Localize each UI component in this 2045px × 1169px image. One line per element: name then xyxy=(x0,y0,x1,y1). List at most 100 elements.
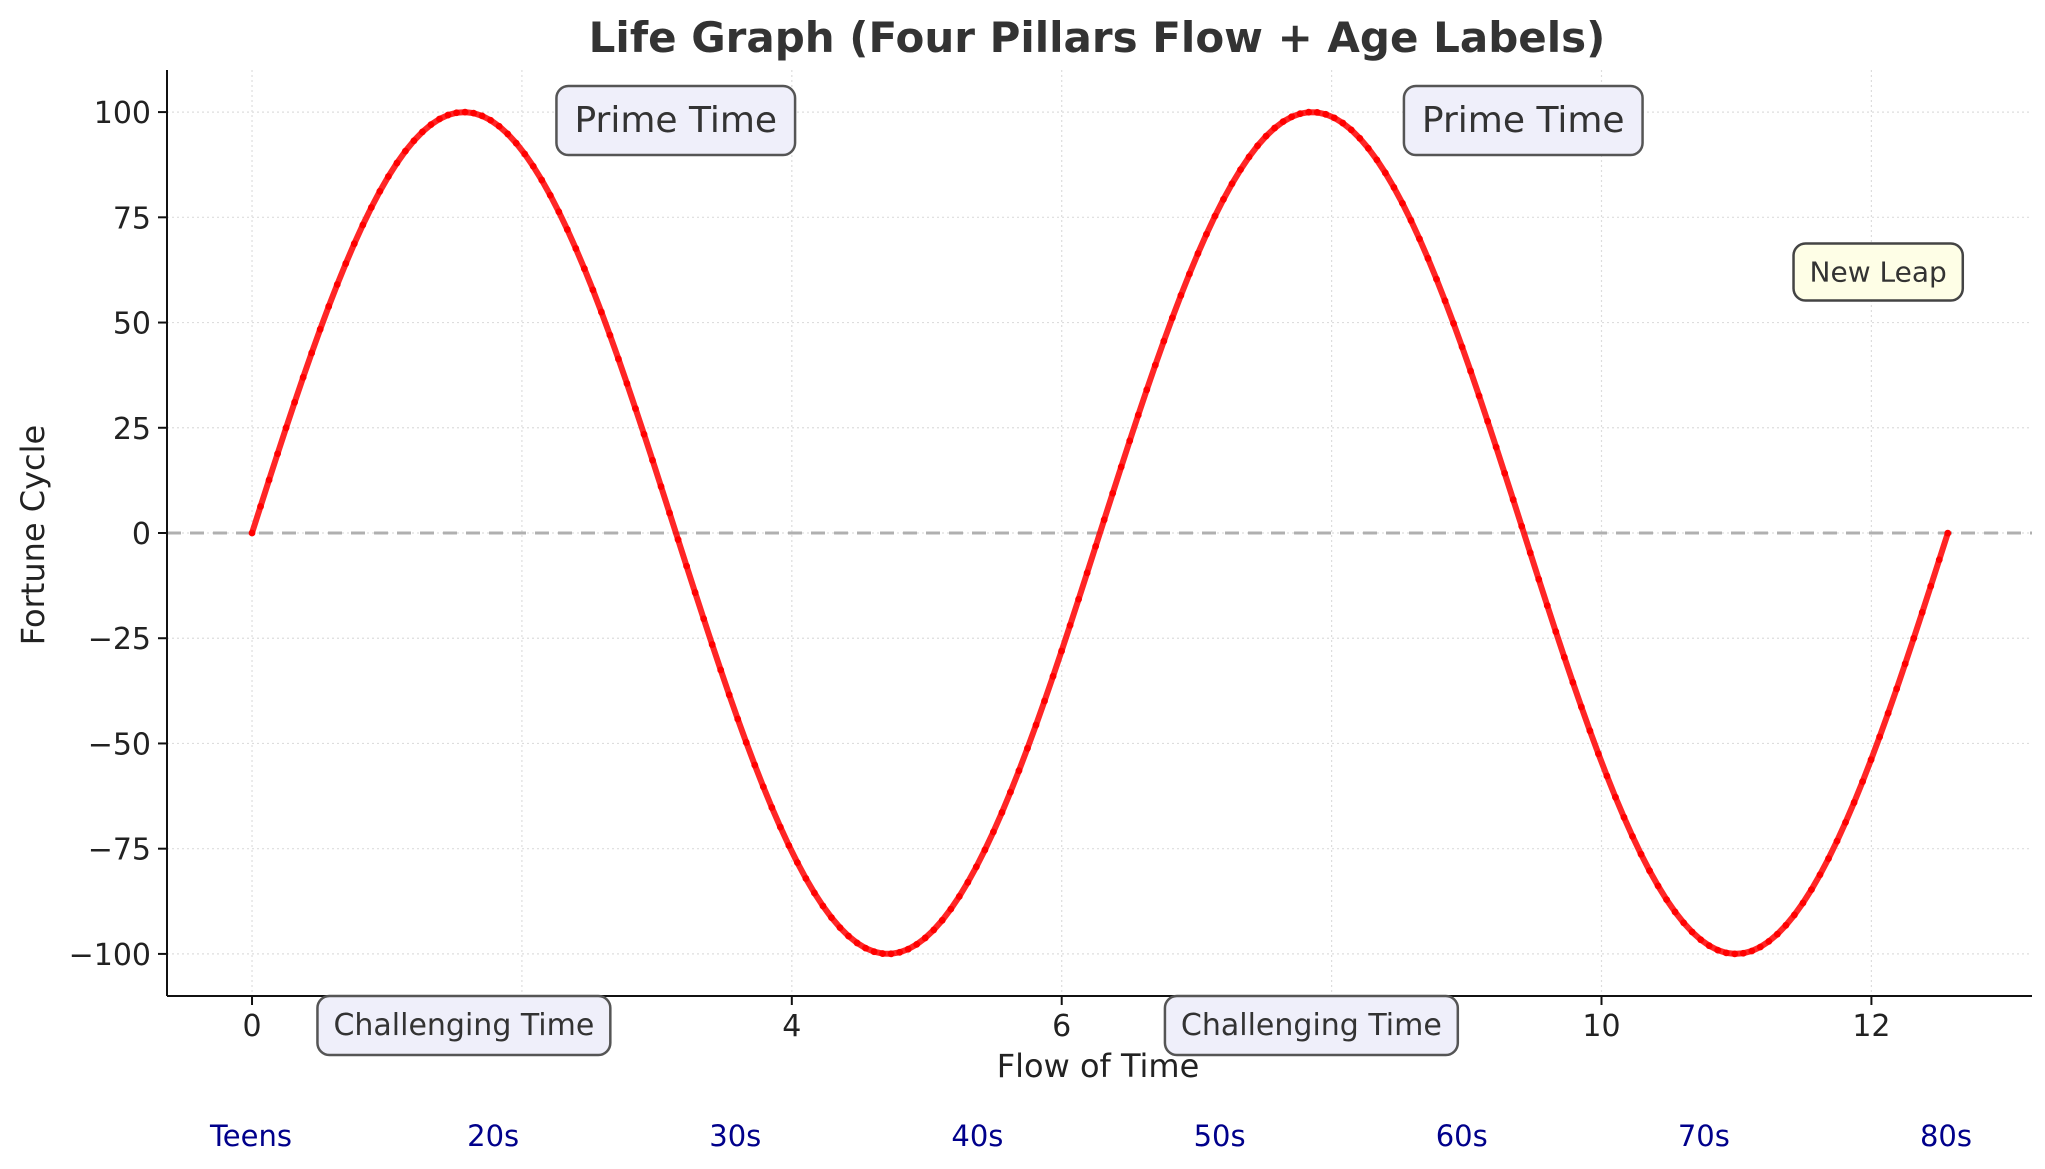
y-tick-label: 50 xyxy=(113,307,151,342)
data-point xyxy=(657,483,665,490)
data-point xyxy=(1160,337,1168,345)
data-point xyxy=(1100,516,1108,524)
data-point xyxy=(1671,908,1679,916)
data-point xyxy=(282,424,290,432)
data-point xyxy=(870,948,878,956)
y-tick-label: 0 xyxy=(132,517,151,552)
data-point xyxy=(1492,443,1500,451)
data-point xyxy=(1058,647,1065,655)
y-tick-label: 75 xyxy=(113,201,151,236)
data-point xyxy=(478,112,486,120)
data-point xyxy=(1049,672,1057,680)
data-point xyxy=(1262,132,1270,140)
data-point xyxy=(1151,361,1159,369)
data-point xyxy=(1688,928,1696,936)
data-point xyxy=(1015,767,1023,775)
data-point xyxy=(1390,184,1398,191)
data-point xyxy=(1501,469,1509,477)
data-point xyxy=(1722,949,1730,957)
data-point xyxy=(1347,126,1355,134)
data-point xyxy=(1901,660,1909,668)
annotation-frame xyxy=(316,994,612,1057)
data-point xyxy=(1066,621,1074,629)
data-point xyxy=(265,476,273,484)
annotation-box: Challenging Time xyxy=(316,994,612,1057)
data-point xyxy=(376,187,384,195)
data-point xyxy=(700,615,708,623)
data-point xyxy=(350,240,358,248)
data-point xyxy=(1816,871,1824,879)
x-tick-label: 12 xyxy=(1852,1009,1890,1044)
data-point xyxy=(1441,297,1449,305)
data-point xyxy=(1083,569,1091,577)
age-label: 40s xyxy=(951,1119,1003,1153)
data-point xyxy=(776,823,784,831)
age-label: 30s xyxy=(709,1119,761,1153)
data-point xyxy=(325,303,333,310)
x-tick-label: 4 xyxy=(782,1009,801,1044)
data-point xyxy=(1876,733,1884,741)
data-point xyxy=(998,809,1006,816)
data-point xyxy=(1612,793,1619,801)
data-point xyxy=(1364,144,1372,152)
age-label: 20s xyxy=(467,1119,519,1153)
data-point xyxy=(359,221,367,229)
data-point xyxy=(1577,703,1585,711)
data-point xyxy=(436,115,443,123)
data-point xyxy=(1526,549,1534,557)
data-point xyxy=(751,761,759,769)
data-point xyxy=(1313,109,1321,116)
data-point xyxy=(291,398,299,406)
data-point xyxy=(487,116,495,124)
age-label: 80s xyxy=(1920,1119,1972,1153)
data-point xyxy=(1330,114,1338,122)
data-point xyxy=(615,355,622,363)
data-point xyxy=(1399,199,1406,207)
data-point xyxy=(1586,727,1594,735)
data-point xyxy=(1305,108,1313,116)
data-point xyxy=(1194,250,1202,257)
data-point xyxy=(785,842,793,849)
data-point xyxy=(1339,119,1347,127)
data-point xyxy=(1935,556,1943,564)
data-point xyxy=(1842,819,1849,826)
data-point xyxy=(1884,709,1892,717)
data-point xyxy=(461,108,469,116)
data-point xyxy=(725,691,733,699)
data-point xyxy=(981,846,989,854)
y-axis-label: Fortune Cycle xyxy=(14,425,52,645)
data-point xyxy=(1237,166,1244,174)
data-point xyxy=(1850,799,1858,806)
data-point xyxy=(504,130,512,138)
data-point xyxy=(1808,886,1815,893)
age-label: Teens xyxy=(209,1119,292,1153)
data-point xyxy=(572,245,580,252)
annotation-text: New Leap xyxy=(1810,256,1947,289)
data-point xyxy=(308,349,316,357)
data-point xyxy=(853,939,861,947)
data-point xyxy=(1288,113,1296,121)
data-point xyxy=(1714,946,1722,954)
y-tick-label: −75 xyxy=(88,833,151,868)
annotation-box: Challenging Time xyxy=(1163,994,1460,1057)
data-point xyxy=(546,191,554,199)
data-point xyxy=(734,715,742,723)
data-point xyxy=(257,503,264,510)
data-point xyxy=(299,373,307,381)
annotation-box: Prime Time xyxy=(1402,84,1644,157)
data-point xyxy=(1518,522,1526,530)
data-point xyxy=(1680,919,1688,927)
data-point xyxy=(1007,788,1014,796)
annotation-text: Challenging Time xyxy=(333,1008,594,1043)
data-point xyxy=(1254,142,1261,150)
data-point xyxy=(1279,118,1287,126)
data-point xyxy=(274,450,281,458)
data-point xyxy=(1134,411,1142,419)
age-label: 60s xyxy=(1436,1119,1488,1153)
data-point xyxy=(1143,386,1151,394)
data-point xyxy=(674,536,682,544)
data-point xyxy=(1791,911,1798,919)
data-point xyxy=(1203,230,1210,238)
data-point xyxy=(759,783,767,791)
y-tick-label: 100 xyxy=(94,96,151,131)
